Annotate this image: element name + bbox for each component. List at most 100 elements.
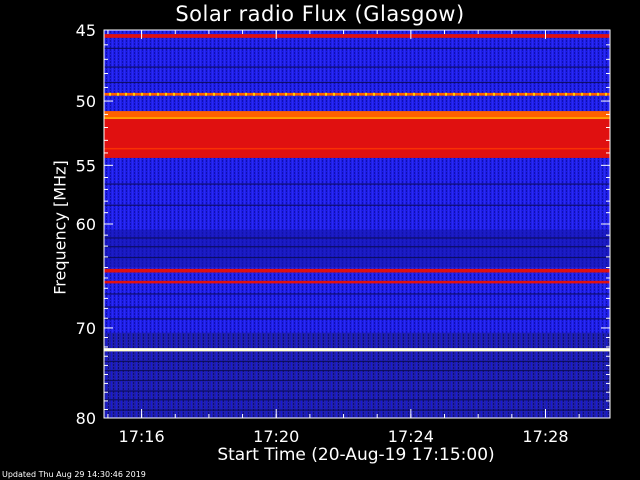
band-0: [104, 34, 610, 38]
pulse-dot-53: [533, 92, 535, 96]
band-highlight-mid: [104, 147, 610, 150]
x-tick-label-2: 17:24: [388, 427, 434, 446]
pulse-dot-45: [469, 92, 471, 96]
pulse-dot-16: [237, 92, 239, 96]
pulse-dot-55: [549, 92, 551, 96]
pulse-dot-8: [173, 92, 175, 96]
stripe-11: [104, 360, 610, 363]
pulse-dot-49: [501, 92, 503, 96]
pulse-dot-5: [149, 92, 151, 96]
pulse-dot-10: [189, 92, 191, 96]
pulse-dot-59: [581, 92, 583, 96]
pulse-dot-1: [117, 92, 119, 96]
pulse-dot-18: [253, 92, 255, 96]
pulse-dot-27: [325, 92, 327, 96]
pulse-dot-60: [589, 92, 591, 96]
y-tick-label-60: 60: [76, 215, 96, 234]
pulse-dot-17: [245, 92, 247, 96]
updated-footer: Updated Thu Aug 29 14:30:46 2019: [2, 470, 146, 479]
pulse-dot-46: [477, 92, 479, 96]
pulse-dot-22: [285, 92, 287, 96]
band-3: [104, 117, 610, 158]
stripe-14: [104, 390, 610, 392]
pulse-dot-54: [541, 92, 543, 96]
stripe-3: [104, 183, 610, 185]
x-tick-label-0: 17:16: [119, 427, 165, 446]
pulse-dot-56: [557, 92, 559, 96]
pulse-dot-20: [269, 92, 271, 96]
pulse-dot-41: [437, 92, 439, 96]
pulse-dot-40: [429, 92, 431, 96]
chart-title: Solar radio Flux (Glasgow): [175, 2, 465, 26]
pulse-dot-48: [493, 92, 495, 96]
pulse-dot-13: [213, 92, 215, 96]
y-tick-label-50: 50: [76, 92, 96, 111]
stripe-4: [104, 204, 610, 206]
pulse-dot-7: [165, 92, 167, 96]
pulse-dot-51: [517, 92, 519, 96]
stripe-7: [104, 256, 610, 259]
pulse-dot-42: [445, 92, 447, 96]
stripe-5: [104, 237, 610, 239]
stripe-2: [104, 81, 610, 84]
pulse-dot-12: [205, 92, 207, 96]
pulse-dot-31: [357, 92, 359, 96]
pulse-dot-43: [453, 92, 455, 96]
band-4: [104, 268, 610, 273]
stripe-9: [104, 306, 610, 308]
y-tick-label-80: 80: [76, 409, 96, 428]
stripe-16: [104, 409, 610, 411]
pulse-dot-25: [309, 92, 311, 96]
pulse-dot-0: [109, 92, 111, 96]
pulse-dot-61: [597, 92, 599, 96]
pulse-dot-33: [373, 92, 375, 96]
y-tick-label-55: 55: [76, 156, 96, 175]
pulse-dot-2: [125, 92, 127, 96]
pulse-dot-24: [301, 92, 303, 96]
pulse-dot-14: [221, 92, 223, 96]
y-tick-label-45: 45: [76, 21, 96, 40]
pulse-dot-38: [413, 92, 415, 96]
band-2: [104, 111, 610, 118]
stripe-1: [104, 66, 610, 68]
pulse-dot-30: [349, 92, 351, 96]
pulse-dot-6: [157, 92, 159, 96]
band-highlight-72: [104, 348, 610, 351]
pulse-dot-19: [261, 92, 263, 96]
stripe-13: [104, 379, 610, 382]
pulse-dot-39: [421, 92, 423, 96]
y-axis-label: Frequency [MHz]: [50, 160, 70, 295]
pulse-dot-4: [141, 92, 143, 96]
pulse-dot-34: [381, 92, 383, 96]
stripe-15: [104, 399, 610, 401]
pulse-dot-11: [197, 92, 199, 96]
pulse-dot-47: [485, 92, 487, 96]
pulse-dot-21: [277, 92, 279, 96]
stripe-6: [104, 246, 610, 248]
spectrogram-mid-band: [104, 229, 610, 268]
x-tick-label-1: 17:20: [253, 427, 299, 446]
pulse-dot-23: [293, 92, 295, 96]
pulse-dot-36: [397, 92, 399, 96]
pulse-dot-29: [341, 92, 343, 96]
pulse-dot-9: [181, 92, 183, 96]
band-highlight-upper: [104, 117, 610, 120]
pulse-dot-32: [365, 92, 367, 96]
band-5: [104, 280, 610, 284]
pulse-dot-3: [133, 92, 135, 96]
pulse-dot-58: [573, 92, 575, 96]
stripe-0: [104, 47, 610, 49]
stripe-8: [104, 293, 610, 295]
spectrogram-low-band: [104, 332, 610, 418]
pulse-dot-57: [565, 92, 567, 96]
stripe-10: [104, 318, 610, 320]
y-tick-label-70: 70: [76, 319, 96, 338]
pulse-dot-26: [317, 92, 319, 96]
pulse-dot-62: [605, 92, 607, 96]
x-tick-label-3: 17:28: [522, 427, 568, 446]
stripe-12: [104, 369, 610, 372]
pulse-dot-50: [509, 92, 511, 96]
pulse-dot-52: [525, 92, 527, 96]
pulse-dot-15: [229, 92, 231, 96]
